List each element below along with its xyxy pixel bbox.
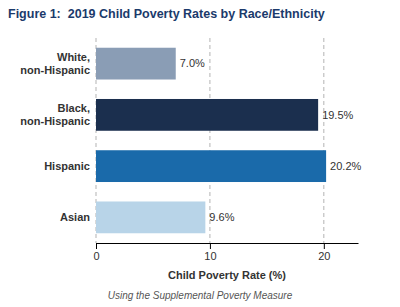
tick-mark: [96, 243, 97, 249]
y-axis: White,non-Hispanic Black,non-Hispanic Hisp…: [20, 51, 90, 223]
data-label: 9.6%: [209, 211, 234, 223]
grid: [96, 38, 324, 243]
data-label: 7.0%: [180, 57, 205, 69]
title: Figure 1: 2019 Child Poverty Rates by Ra…: [8, 7, 325, 21]
tick: 20: [318, 243, 330, 262]
tick-mark: [210, 243, 211, 249]
tick: Asian: [60, 211, 90, 223]
bar: [96, 99, 318, 131]
tick: 0: [93, 243, 99, 262]
plot: 7.0% 19.5% 20.2% 9.6% 0 10 20 White,non-Hispani…: [20, 38, 361, 262]
tick: Hispanic: [44, 160, 90, 172]
axis-line: [97, 243, 359, 244]
x-axis-title: Child Poverty Rate (%): [168, 269, 286, 281]
bars: [96, 48, 326, 234]
chart: Figure 1: 2019 Child Poverty Rates by Ra…: [0, 0, 400, 307]
data-labels: 7.0% 19.5% 20.2% 9.6%: [180, 57, 362, 223]
x-axis: 0 10 20: [93, 243, 358, 262]
tick: Black,non-Hispanic: [20, 102, 90, 127]
bar: [96, 48, 176, 80]
tick-label: Black,non-Hispanic: [20, 102, 90, 127]
tick-mark: [324, 243, 325, 249]
tick-label: Hispanic: [44, 160, 90, 172]
grid-line: [323, 38, 324, 243]
tick-label: White,non-Hispanic: [20, 51, 90, 76]
tick: 10: [204, 243, 216, 262]
tick-label: 10: [204, 250, 216, 262]
tick: White,non-Hispanic: [20, 51, 90, 76]
bar: [96, 150, 326, 182]
data-label: 19.5%: [322, 109, 353, 121]
tick-label: Asian: [60, 211, 90, 223]
subtitle: Using the Supplemental Poverty Measure: [108, 290, 293, 301]
bar: [96, 201, 205, 233]
tick-label: 20: [318, 250, 330, 262]
data-label: 20.2%: [330, 160, 361, 172]
tick-label: 0: [93, 250, 99, 262]
